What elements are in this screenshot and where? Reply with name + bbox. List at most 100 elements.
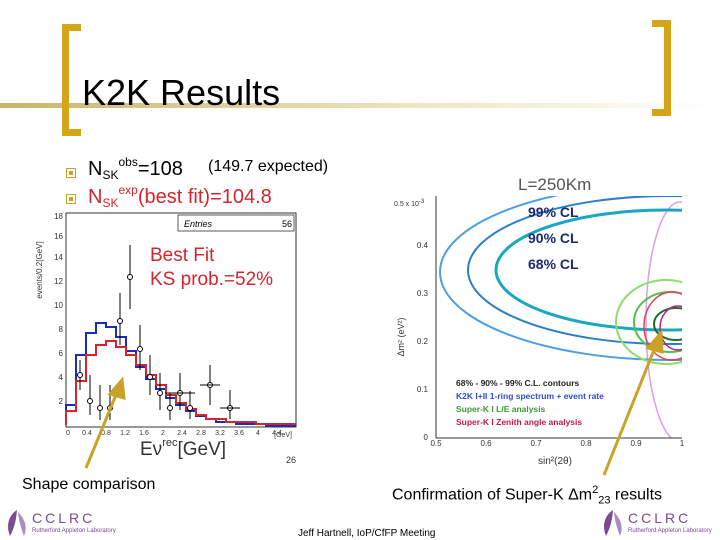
left-plot-yticks: 2 4 6 8 10 12 14 16 18 xyxy=(54,212,63,406)
xtick-label: 0.7 xyxy=(530,439,542,448)
bullet-exp-label: N xyxy=(88,186,103,208)
sk-zenith-68 xyxy=(659,305,682,351)
right-caption-sub: 23 xyxy=(598,494,611,507)
xtick-label: 0.8 xyxy=(580,439,592,448)
ytick-label: 6 xyxy=(59,349,64,358)
xtick-label: 2.8 xyxy=(196,430,206,437)
logo-subtext: Rutherford Appleton Laboratory xyxy=(32,528,116,534)
bullet-icon xyxy=(66,194,76,204)
cl99-label: 99% CL xyxy=(528,204,579,220)
ytick-label: 0.3 xyxy=(417,289,429,298)
right-plot-xticks: 0.5 0.6 0.7 0.8 0.9 1 xyxy=(430,439,684,448)
k2k-68-contour xyxy=(494,208,682,332)
footer-logo-left: CCLRC Rutherford Appleton Laboratory xyxy=(4,508,124,540)
right-caption-prefix: Confirmation of Super-K Δm xyxy=(392,486,593,504)
footer-center-text: Jeff Hartnell, IoP/CfFP Meeting xyxy=(298,528,436,539)
ytick-label: 12 xyxy=(54,277,63,286)
xtick-label: 1.2 xyxy=(120,430,130,437)
xlabel-prefix: Eν xyxy=(140,439,162,460)
y-exponent-label: 0.5 x 10-3 xyxy=(394,199,425,208)
title-underline xyxy=(0,103,720,108)
bullet-exp: NSKexp(best fit)=104.8 xyxy=(88,183,272,210)
legend-item: Super-K I Zenith angle analysis xyxy=(456,417,582,427)
ytick-label: 0.1 xyxy=(417,385,429,394)
ytick-label: 16 xyxy=(54,232,63,241)
sk-le-contour xyxy=(615,279,682,365)
cl90-label: 90% CL xyxy=(528,230,579,246)
slide-title: K2K Results xyxy=(82,72,281,113)
xtick-label: 1.6 xyxy=(139,430,149,437)
exp-label: 0.5 x 10 xyxy=(394,201,419,208)
ks-prob-annotation: KS prob.=52% xyxy=(150,269,273,290)
left-bracket-decoration xyxy=(62,24,81,136)
sk-zenith-contour xyxy=(645,201,682,438)
left-plot-xlabel: Eνrec[GeV] xyxy=(140,437,226,460)
ytick-label: 0.4 xyxy=(417,241,429,250)
xtick-label: 0.5 xyxy=(430,439,442,448)
exp-sup: -3 xyxy=(419,199,425,205)
footer-logo-right: CCLRC Rutherford Appleton Laboratory xyxy=(600,508,720,540)
bullet-obs-sup: obs xyxy=(118,155,138,169)
bullet-obs-note: (149.7 expected) xyxy=(208,158,329,175)
bullet-obs-label: N xyxy=(88,158,103,180)
bullet-obs-value: =108 xyxy=(137,158,183,180)
left-plot-page-mark: 26 xyxy=(286,455,296,465)
legend-item: 68% - 90% - 99% C.L. contours xyxy=(456,378,580,388)
xtick-label: 3.6 xyxy=(234,430,244,437)
xtick-label: 4.4 xyxy=(272,430,282,437)
logo-subtext: Rutherford Appleton Laboratory xyxy=(628,528,712,534)
ytick-label: 0 xyxy=(424,433,429,442)
left-energy-plot: events/0.2[GeV] Entries 56 2 4 6 8 10 12… xyxy=(35,212,297,465)
cclrc-logo-icon xyxy=(604,510,622,536)
right-plot-xlabel: sin²(2θ) xyxy=(538,456,572,467)
bullet-exp-sub: SK xyxy=(102,196,119,210)
ytick-label: 8 xyxy=(59,325,64,334)
xtick-label: 0.8 xyxy=(101,430,111,437)
cl68-label: 68% CL xyxy=(528,256,579,272)
entries-box xyxy=(177,214,295,232)
legend-item: K2K I+II 1-ring spectrum + event rate xyxy=(456,391,604,401)
red-histogram xyxy=(65,340,296,425)
right-bracket-decoration xyxy=(652,20,671,116)
entries-value: 56 xyxy=(282,219,292,229)
xtick-label: 2 xyxy=(161,430,165,437)
ytick-label: 14 xyxy=(54,253,63,262)
entries-label: Entries xyxy=(184,219,213,229)
left-arrow xyxy=(84,376,126,469)
sk-best-fit-contour xyxy=(653,307,682,341)
left-plot-ylabel: events/0.2[GeV] xyxy=(35,241,44,298)
xtick-label: 0.9 xyxy=(630,439,642,448)
xtick-label: 1 xyxy=(680,439,685,448)
k2k-90-contour xyxy=(467,196,682,345)
left-plot-xticks: 0 0.4 0.8 1.2 1.6 2 2.4 2.8 3.2 3.6 4 4.… xyxy=(66,430,292,439)
right-caption-sup: 2 xyxy=(592,484,599,496)
sk-zenith-90 xyxy=(643,291,682,361)
right-caption: Confirmation of Super-K Δm223 results xyxy=(392,484,662,507)
ytick-label: 10 xyxy=(54,301,63,310)
x-unit-label: [GeV] xyxy=(274,432,292,439)
ytick-label: 18 xyxy=(54,212,63,221)
bullet-exp-sup: exp xyxy=(118,183,138,197)
xtick-label: 2.4 xyxy=(177,430,187,437)
bullet-obs: NSKobs=108 xyxy=(88,155,183,182)
right-plot-ylabel: Δm² (eV²) xyxy=(396,317,406,356)
ytick-label: 4 xyxy=(59,373,64,382)
contour-legend: 68% - 90% - 99% C.L. contours K2K I+II 1… xyxy=(456,378,604,427)
cclrc-logo-icon xyxy=(8,510,26,536)
logo-text: CCLRC xyxy=(32,510,96,526)
xtick-label: 4 xyxy=(256,430,260,437)
xtick-label: 0.4 xyxy=(82,430,92,437)
ytick-label: 0.2 xyxy=(417,337,429,346)
xtick-label: 0 xyxy=(66,430,70,437)
xlabel-suffix: [GeV] xyxy=(177,439,226,460)
right-caption-suffix: results xyxy=(614,486,663,504)
right-plot-yticks: 0 0.1 0.2 0.3 0.4 xyxy=(417,241,429,442)
ytick-label: 2 xyxy=(59,397,64,406)
right-arrow xyxy=(602,329,664,476)
left-plot-frame xyxy=(65,212,297,428)
contour-group xyxy=(439,196,682,438)
xlabel-sup: rec xyxy=(162,437,178,449)
bullet-obs-sub: SK xyxy=(102,168,119,182)
left-caption: Shape comparison xyxy=(22,476,156,493)
